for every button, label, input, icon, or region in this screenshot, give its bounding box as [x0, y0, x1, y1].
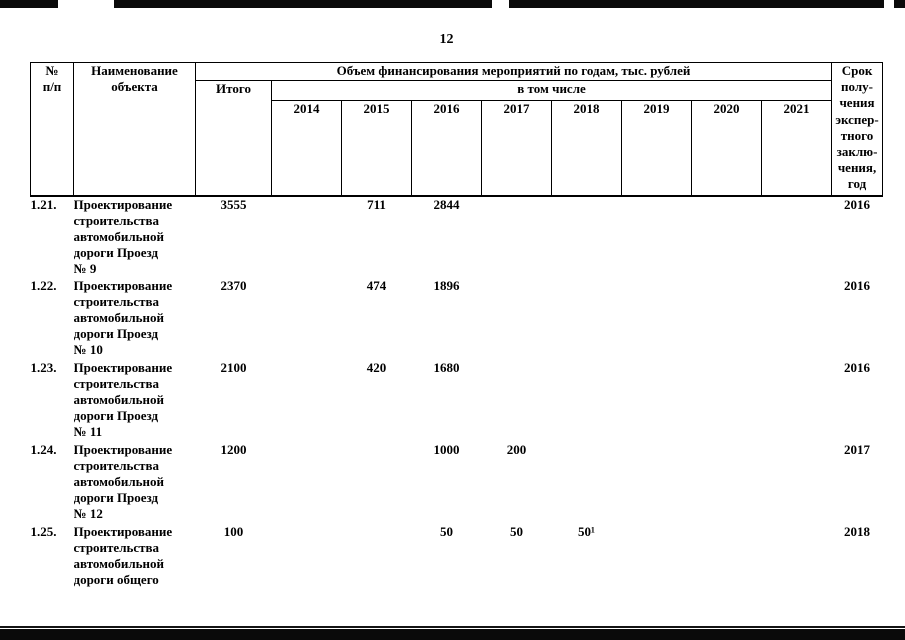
term-value: 2017	[844, 441, 871, 457]
year-value-2020	[692, 524, 762, 606]
year-value-2015	[342, 442, 412, 524]
year-value-2019	[622, 278, 692, 360]
header-year-2021: 2021	[760, 100, 833, 197]
row-number: 1.25.	[30, 523, 57, 539]
year-value-2014	[272, 278, 342, 360]
scan-artifact-bottom-line	[0, 626, 905, 628]
scan-bar-gap	[492, 0, 509, 8]
year-value-2017: 200	[506, 441, 527, 457]
year-value-2017: 50	[510, 523, 523, 539]
year-value-2014	[272, 524, 342, 606]
object-name: Проектирование строительства автомобильн…	[73, 277, 173, 357]
year-value-2019	[622, 360, 692, 442]
year-value-2020	[692, 196, 762, 278]
header-including: в том числе	[270, 80, 833, 101]
year-value-2019	[622, 524, 692, 606]
term-value: 2018	[844, 523, 871, 539]
term-value: 2016	[844, 277, 871, 293]
object-name: Проектирование строительства автомобильн…	[73, 359, 173, 439]
header-year-2020: 2020	[691, 100, 762, 197]
header-num-column: № п/п	[30, 62, 74, 197]
header-total: Итого	[195, 80, 272, 197]
year-value-2015: 711	[367, 196, 386, 212]
year-value-2017	[482, 196, 552, 278]
header-year-2017: 2017	[481, 100, 552, 197]
year-value-2016: 1000	[433, 441, 460, 457]
header-year-2014: 2014	[271, 100, 342, 197]
year-value-2017	[482, 360, 552, 442]
year-value-2016: 2844	[433, 196, 460, 212]
table-row: 1.22. Проектирование строительства автом…	[31, 278, 883, 360]
term-value: 2016	[844, 359, 871, 375]
year-value-2020	[692, 278, 762, 360]
year-value-2019	[622, 442, 692, 524]
object-name: Проектирование строительства автомобильн…	[73, 441, 173, 521]
header-financing-volume: Объем финансирования мероприятий по года…	[194, 62, 833, 81]
object-name: Проектирование строительства автомобильн…	[73, 523, 173, 587]
year-value-2014	[272, 442, 342, 524]
row-number: 1.22.	[30, 277, 57, 293]
year-value-2020	[692, 360, 762, 442]
row-number: 1.23.	[30, 359, 57, 375]
year-value-2021	[762, 278, 832, 360]
scan-bar-gap	[58, 0, 114, 8]
year-value-2015: 474	[366, 277, 387, 293]
year-value-2018	[552, 442, 622, 524]
year-value-2018	[552, 278, 622, 360]
total-value: 1200	[220, 441, 247, 457]
year-value-2016: 1896	[433, 277, 460, 293]
year-value-2021	[762, 360, 832, 442]
header-year-2015: 2015	[341, 100, 412, 197]
year-value-2014	[272, 360, 342, 442]
table-row: 1.21. Проектирование строительства автом…	[31, 196, 883, 278]
term-value: 2016	[844, 196, 871, 212]
total-value: 3555	[220, 196, 247, 212]
table-body: 1.21. Проектирование строительства автом…	[31, 196, 883, 606]
scan-artifact-bottom-bar	[0, 629, 905, 640]
scan-artifact-top-bar	[0, 0, 905, 8]
year-value-2021	[762, 442, 832, 524]
total-value: 2370	[220, 277, 247, 293]
year-value-2017	[482, 278, 552, 360]
header-year-2019: 2019	[621, 100, 692, 197]
header-object-name: Наименование объекта	[73, 62, 196, 197]
row-number: 1.24.	[30, 441, 57, 457]
year-value-2015: 420	[366, 359, 387, 375]
object-name: Проектирование строительства автомобильн…	[73, 196, 173, 276]
page-number: 12	[439, 32, 454, 47]
year-value-2016: 50	[440, 523, 453, 539]
header-year-2018: 2018	[551, 100, 622, 197]
year-value-2015	[342, 524, 412, 606]
year-value-2014	[272, 196, 342, 278]
table-row: 1.25. Проектирование строительства автом…	[31, 524, 883, 606]
financing-table: № п/п Наименование объекта Объем финанси…	[30, 62, 884, 606]
year-value-2021	[762, 196, 832, 278]
year-value-2018	[552, 196, 622, 278]
total-value: 100	[223, 523, 244, 539]
table-header: № п/п Наименование объекта Объем финанси…	[30, 62, 884, 197]
row-number: 1.21.	[30, 196, 57, 212]
year-value-2021	[762, 524, 832, 606]
table-row: 1.23. Проектирование строительства автом…	[31, 360, 883, 442]
year-value-2018: 50¹	[578, 523, 595, 539]
year-value-2016: 1680	[433, 359, 460, 375]
table-row: 1.24. Проектирование строительства автом…	[31, 442, 883, 524]
scan-bar-gap	[884, 0, 894, 8]
header-expert-term: Срок полу- чения экспер- тного заклю- че…	[831, 62, 884, 197]
year-value-2019	[622, 196, 692, 278]
total-value: 2100	[220, 359, 247, 375]
year-value-2018	[552, 360, 622, 442]
year-value-2020	[692, 442, 762, 524]
header-year-2016: 2016	[411, 100, 482, 197]
